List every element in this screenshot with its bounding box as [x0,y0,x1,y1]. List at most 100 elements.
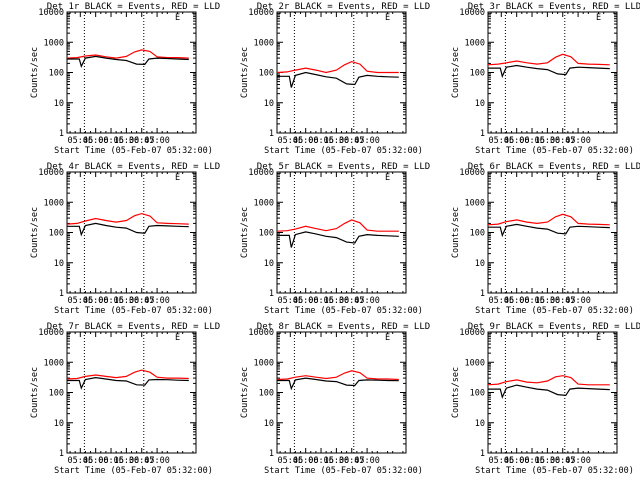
x-tick-label: 06:30 [114,456,140,466]
panel-title: Det 5r BLACK = Events, RED = LLD [257,162,430,172]
x-tick-label: 06:45 [339,456,365,466]
y-tick-label: 10000 [38,328,64,338]
y-tick-label: 1000 [44,358,64,368]
x-tick-label: 06:30 [114,136,140,146]
plot-frame [276,171,407,294]
y-tick-label: 1000 [44,38,64,48]
y-tick-label: 1 [269,129,274,139]
y-tick-label: 10 [264,419,274,429]
y-tick-label: 10000 [248,8,274,18]
y-axis-label: Counts/sec [451,207,461,258]
x-tick-label: 06:00 [504,296,530,306]
y-tick-label: 10 [264,99,274,109]
y-tick-label: 10 [475,259,485,269]
plot-frame [276,331,407,454]
y-axis-label: Counts/sec [240,207,250,258]
x-tick-label: 06:00 [83,456,109,466]
x-tick-label: 06:30 [324,136,350,146]
plot-frame [66,331,197,454]
x-tick-label: 05:45 [278,136,304,146]
x-tick-label: 07:00 [565,456,591,466]
y-tick-label: 1 [269,289,274,299]
events-series-line [277,231,399,248]
panel-title: Det 3r BLACK = Events, RED = LLD [468,2,640,12]
plot-frame [487,171,618,294]
e-marker: E [385,173,390,183]
y-tick-label: 1 [59,289,64,299]
lld-series-line [487,375,610,386]
x-tick-label: 05:45 [68,136,94,146]
lld-series-line [66,369,189,380]
y-tick-label: 100 [259,69,274,79]
y-axis-label: Counts/sec [30,367,40,418]
x-tick-label: 06:15 [519,456,545,466]
x-tick-label: 06:00 [293,296,319,306]
lld-series-line [487,53,610,66]
x-tick-label: 05:45 [489,456,515,466]
y-tick-label: 10 [475,419,485,429]
y-axis-label: Counts/sec [451,47,461,98]
panel-title: Det 6r BLACK = Events, RED = LLD [468,162,640,172]
x-tick-label: 06:45 [550,296,576,306]
e-marker: E [596,333,601,343]
x-tick-label: 07:00 [565,296,591,306]
x-tick-label: 06:00 [293,136,319,146]
y-axis-label: Counts/sec [240,367,250,418]
x-tick-label: 06:45 [129,296,155,306]
plot-frame [66,171,197,294]
events-series-line [488,64,610,79]
x-tick-label: 06:30 [114,296,140,306]
y-tick-label: 100 [470,389,485,399]
x-tick-label: 06:15 [308,456,334,466]
x-tick-label: 06:15 [519,136,545,146]
x-axis-label: Start Time (05-Feb-07 05:32:00) [475,306,634,316]
x-tick-label: 06:15 [98,456,124,466]
y-tick-label: 10 [54,99,64,109]
y-tick-label: 1000 [254,198,274,208]
x-tick-label: 06:15 [98,296,124,306]
x-tick-label: 07:00 [144,296,170,306]
lld-series-line [66,212,189,225]
x-tick-label: 06:00 [504,136,530,146]
events-series-line [67,376,189,390]
x-axis-label: Start Time (05-Feb-07 05:32:00) [54,306,213,316]
y-tick-label: 10000 [459,328,485,338]
y-tick-label: 100 [259,389,274,399]
y-tick-label: 100 [49,389,64,399]
x-tick-label: 06:45 [129,136,155,146]
panel-title: Det 9r BLACK = Events, RED = LLD [468,322,640,332]
x-tick-label: 06:30 [324,296,350,306]
x-tick-label: 05:45 [489,296,515,306]
y-tick-label: 100 [49,69,64,79]
plot-frame [66,11,197,134]
x-axis-label: Start Time (05-Feb-07 05:32:00) [54,146,213,156]
x-tick-label: 05:45 [68,456,94,466]
plot-frame [487,11,618,134]
e-marker: E [175,13,180,23]
y-tick-label: 1000 [254,38,274,48]
panel-title: Det 2r BLACK = Events, RED = LLD [257,2,430,12]
x-tick-label: 06:45 [129,456,155,466]
events-series-line [488,384,610,400]
panel-title: Det 4r BLACK = Events, RED = LLD [47,162,220,172]
x-tick-label: 06:30 [324,456,350,466]
x-axis-label: Start Time (05-Feb-07 05:32:00) [264,146,423,156]
events-series-line [277,377,399,391]
y-tick-label: 1000 [254,358,274,368]
x-axis-label: Start Time (05-Feb-07 05:32:00) [54,466,213,476]
y-tick-label: 100 [49,229,64,239]
x-tick-label: 06:30 [535,136,561,146]
y-tick-label: 1000 [465,198,485,208]
panel-title: Det 1r BLACK = Events, RED = LLD [47,2,220,12]
x-axis-label: Start Time (05-Feb-07 05:32:00) [475,146,634,156]
y-axis-label: Counts/sec [30,47,40,98]
x-tick-label: 06:30 [535,296,561,306]
y-tick-label: 1 [480,289,485,299]
